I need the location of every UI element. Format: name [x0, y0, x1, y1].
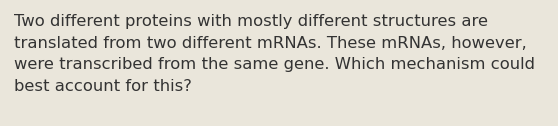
Text: Two different proteins with mostly different structures are
translated from two : Two different proteins with mostly diffe…: [14, 14, 535, 94]
